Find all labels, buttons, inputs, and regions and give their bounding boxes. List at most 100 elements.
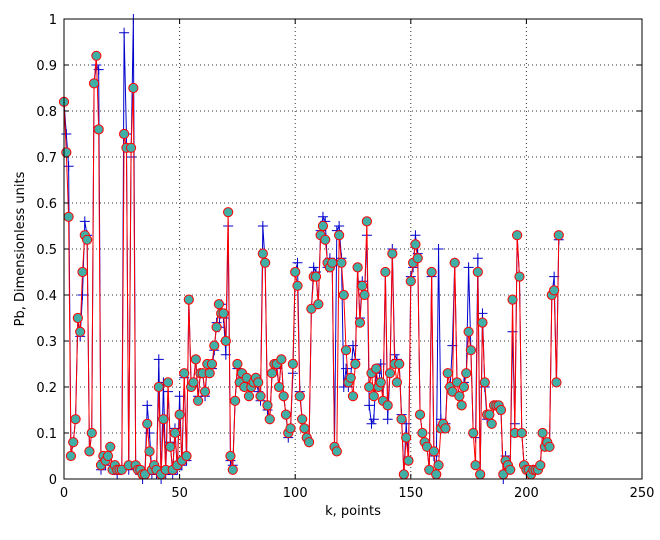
series-2-point [82,234,93,245]
series-2-point [227,464,238,475]
series-2-point [461,368,472,379]
series-2-point [102,450,114,462]
series-2-point [396,414,407,425]
series-2-point [364,381,375,393]
series-2-point [294,391,305,402]
series-2-point [398,469,409,480]
series-2-point [336,257,347,268]
series-1-point [79,216,90,227]
series-2-point [537,427,548,439]
series-2-point [229,395,241,406]
y-tick-label: 1 [49,13,57,28]
series-1-point [433,244,444,254]
series-2-point [313,299,324,310]
y-tick-label: 0.3 [36,335,57,350]
series-1-point [549,271,560,282]
y-tick-label: 0.4 [36,289,57,304]
series-2-point [405,276,416,287]
series-2-point [310,271,322,282]
series-2-point [442,368,453,379]
series-2-point [174,409,185,420]
x-tick-label: 50 [171,486,188,501]
series-2-point [181,450,192,462]
series-1-point [292,257,303,268]
series-2-point [535,460,546,471]
series-2-point [63,211,74,222]
series-2-point [188,377,199,388]
series-2-point [338,289,349,301]
series-2-point [361,216,372,227]
series-1-point [447,340,458,351]
series-2-point [433,460,444,471]
series-2-point [225,450,236,462]
series-2-point [169,427,181,439]
series-2-point [65,450,77,462]
series-2-point [495,404,507,416]
series-2-point [447,386,458,397]
series-2-point [285,423,296,434]
series-2-point [262,400,273,411]
series-1-point [153,354,164,365]
series-2-point [218,308,229,319]
series-2-point [153,381,164,393]
series-2-point [458,381,470,393]
series-2-point [479,377,490,388]
series-2-point [456,400,467,411]
series-2-point [266,368,278,379]
series-2-point [183,294,194,305]
series-2-point [334,230,345,241]
series-2-point [484,409,495,420]
series-2-point [128,82,139,94]
series-2-point [297,414,308,425]
series-2-point [204,368,215,379]
series-2-point [465,345,477,356]
series-2-point [449,257,460,268]
series-2-point [211,322,222,333]
y-tick-label: 0.7 [36,151,57,166]
series-1-point [174,391,185,402]
series-1-point [144,428,155,438]
series-2-point [72,312,83,324]
series-2-point [287,358,298,370]
series-2-point [352,262,363,273]
series-2-point [417,427,428,439]
series-2-point [61,147,72,158]
series-2-point [93,124,104,135]
series-2-point [299,423,310,434]
series-2-point [116,464,127,475]
x-tick-label: 0 [60,486,68,501]
series-2-point [384,368,396,379]
series-2-point [359,289,370,301]
series-1-point [341,363,352,374]
series-1-point [317,211,328,222]
series-2-point [84,446,95,457]
x-tick-label: 150 [398,486,423,501]
series-1-point [63,161,74,172]
series-2-point [68,437,79,448]
series-2-point [505,464,516,475]
series-2-point [257,248,268,259]
series-2-point [278,391,289,402]
series-2-point [454,391,465,402]
series-2-point [371,363,382,374]
series-2-point [516,427,527,439]
series-2-point [77,266,88,278]
series-2-point [412,253,423,264]
series-2-point [327,257,338,268]
series-2-point [125,142,137,153]
series-2-point [477,317,488,328]
y-tick-label: 0 [49,473,57,488]
series-2-point [213,299,225,310]
y-tick-label: 0.5 [36,243,57,258]
x-axis: 0 50 100 150 200 250 [60,19,654,501]
series-2-point [401,432,412,443]
series-1-point [368,414,379,425]
series-1-point [364,400,375,411]
series-2-point [472,266,483,278]
series-1-point [119,27,130,38]
series-2-point [253,377,264,388]
x-tick-label: 200 [514,486,539,501]
series-2-point [475,469,486,480]
series-2-point [162,377,174,388]
